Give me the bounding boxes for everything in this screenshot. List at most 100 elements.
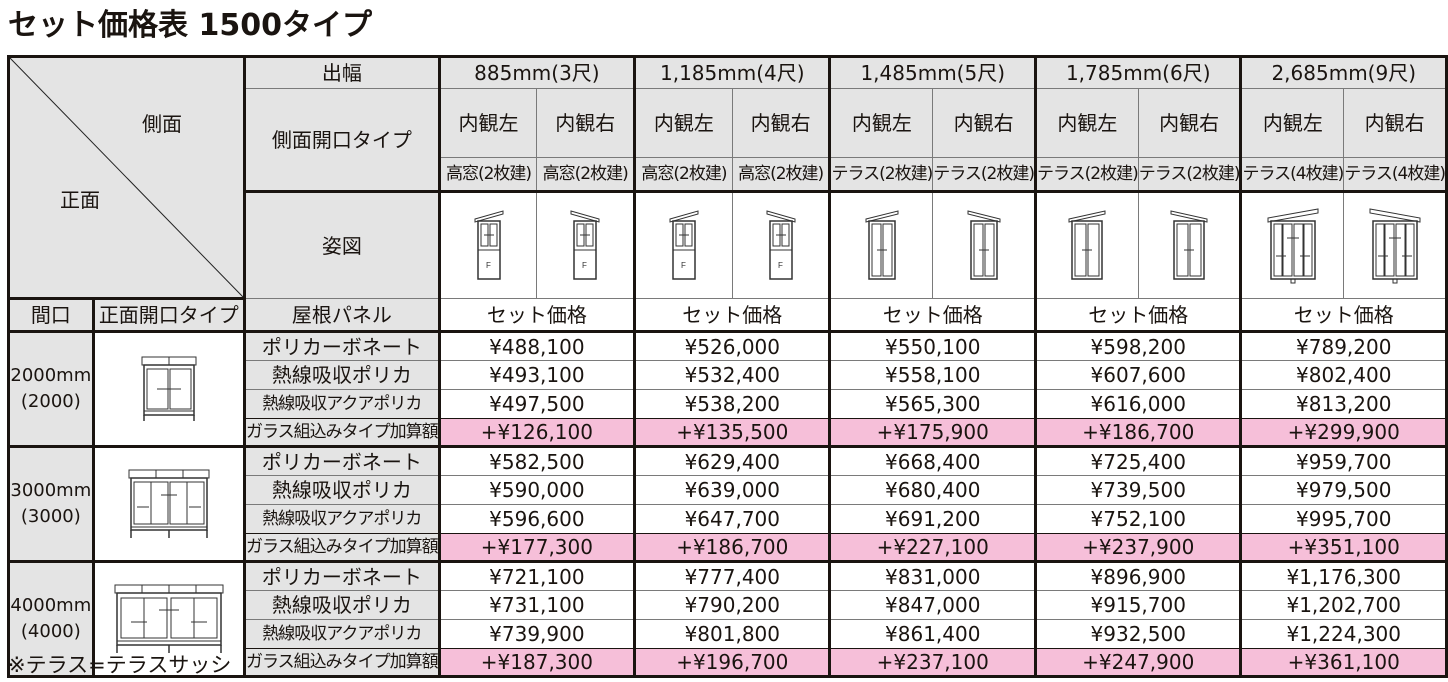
price-cell: ¥813,200 — [1240, 389, 1447, 419]
figure-cell — [1034, 190, 1139, 299]
roof-panel-label: ポリカーボネート — [244, 561, 441, 591]
svg-text:F: F — [681, 261, 686, 270]
depth-label: 出幅 — [244, 56, 441, 89]
svg-text:F: F — [582, 261, 587, 270]
page-title: セット価格表 1500タイプ — [8, 8, 372, 43]
price-cell: ¥801,800 — [634, 619, 832, 649]
depth-885: 885mm(3尺) — [438, 56, 637, 89]
tall-window-right-icon: F — [766, 209, 796, 280]
price-cell: ¥1,202,700 — [1240, 590, 1447, 620]
glass-addon-price: +¥237,100 — [829, 648, 1037, 677]
terrace-4-right-icon — [1369, 207, 1421, 283]
roof-panel-column-header: 屋根パネル — [244, 298, 441, 333]
terrace-2-left-icon — [1068, 209, 1106, 280]
glass-addon-label: ガラス組込みタイプ加算額 — [244, 648, 441, 677]
tall-window-right-icon: F — [570, 209, 600, 280]
front-2-door-icon — [141, 356, 197, 421]
view-label: 内観左 — [634, 88, 733, 158]
terrace-2-right-icon — [1170, 209, 1208, 280]
set-price-header: セット価格 — [829, 298, 1037, 333]
price-cell: ¥582,500 — [438, 446, 637, 476]
price-cell: ¥725,400 — [1034, 446, 1243, 476]
glass-addon-price: +¥175,900 — [829, 418, 1037, 448]
side-type: テラス(2枚建) — [1137, 157, 1243, 192]
price-cell: ¥1,176,300 — [1240, 561, 1447, 591]
view-label: 内観左 — [438, 88, 538, 158]
terrace-2-right-icon — [967, 209, 1001, 280]
price-cell: ¥932,500 — [1034, 619, 1243, 649]
side-type: 高窓(2枚建) — [438, 157, 538, 192]
price-cell: ¥739,900 — [438, 619, 637, 649]
glass-addon-price: +¥227,100 — [829, 533, 1037, 563]
price-cell: ¥497,500 — [438, 389, 637, 419]
side-type: テラス(4枚建) — [1240, 157, 1345, 192]
roof-panel-label: 熱線吸収ポリカ — [244, 475, 441, 505]
roof-panel-label: ポリカーボネート — [244, 446, 441, 476]
glass-addon-price: +¥247,900 — [1034, 648, 1243, 677]
price-cell: ¥979,500 — [1240, 475, 1447, 505]
price-cell: ¥526,000 — [634, 331, 832, 361]
depth-1485: 1,485mm(5尺) — [829, 56, 1037, 89]
front-figure-cell — [92, 446, 247, 563]
width-label: 3000mm — [10, 480, 92, 501]
figure-cell — [1240, 190, 1345, 299]
corner-diagonal-cell: 側面 正面 — [8, 56, 246, 300]
figure-cell — [932, 190, 1037, 299]
front-figure-cell — [92, 561, 247, 677]
price-cell: ¥752,100 — [1034, 504, 1243, 534]
view-label: 内観右 — [932, 88, 1037, 158]
width-cell-3000: 3000mm (3000) — [8, 446, 95, 563]
figure-cell: F — [536, 190, 637, 299]
price-cell: ¥789,200 — [1240, 331, 1447, 361]
view-label: 内観右 — [536, 88, 637, 158]
set-price-header: セット価格 — [438, 298, 637, 333]
price-cell: ¥639,000 — [634, 475, 832, 505]
width-sub: (3000) — [20, 506, 81, 527]
price-cell: ¥731,100 — [438, 590, 637, 620]
width-column-header: 間口 — [8, 298, 95, 333]
terrace-4-left-icon — [1267, 207, 1319, 283]
glass-addon-price: +¥237,900 — [1034, 533, 1243, 563]
price-cell: ¥629,400 — [634, 446, 832, 476]
width-label: 2000mm — [10, 365, 92, 386]
figure-cell — [1343, 190, 1447, 299]
price-cell: ¥995,700 — [1240, 504, 1447, 534]
side-type: テラス(4枚建) — [1343, 157, 1447, 192]
price-cell: ¥493,100 — [438, 360, 637, 390]
view-label: 内観右 — [1343, 88, 1447, 158]
width-label: 4000mm — [10, 595, 92, 616]
price-cell: ¥721,100 — [438, 561, 637, 591]
tall-window-left-icon: F — [669, 209, 699, 280]
figure-cell: F — [731, 190, 832, 299]
roof-panel-label: 熱線吸収アクアポリカ — [244, 504, 441, 534]
price-cell: ¥680,400 — [829, 475, 1037, 505]
price-cell: ¥488,100 — [438, 331, 637, 361]
view-label: 内観左 — [1034, 88, 1139, 158]
price-cell: ¥790,200 — [634, 590, 832, 620]
figure-cell — [829, 190, 934, 299]
roof-panel-label: 熱線吸収アクアポリカ — [244, 619, 441, 649]
price-cell: ¥565,300 — [829, 389, 1037, 419]
price-cell: ¥831,000 — [829, 561, 1037, 591]
side-type-label: 側面開口タイプ — [244, 88, 441, 192]
price-cell: ¥847,000 — [829, 590, 1037, 620]
price-table: 側面 正面 出幅 885mm(3尺) 1,185mm(4尺) 1,485mm(5… — [7, 55, 1448, 678]
side-type: テラス(2枚建) — [829, 157, 934, 192]
diagonal-line — [10, 58, 242, 296]
glass-addon-label: ガラス組込みタイプ加算額 — [244, 418, 441, 448]
corner-side-label: 側面 — [142, 112, 182, 136]
side-type: テラス(2枚建) — [932, 157, 1037, 192]
width-sub: (2000) — [20, 391, 81, 412]
roof-panel-label: ポリカーボネート — [244, 331, 441, 361]
price-cell: ¥896,900 — [1034, 561, 1243, 591]
view-label: 内観右 — [731, 88, 832, 158]
view-label: 内観右 — [1137, 88, 1243, 158]
glass-addon-label: ガラス組込みタイプ加算額 — [244, 533, 441, 563]
price-cell: ¥959,700 — [1240, 446, 1447, 476]
svg-text:F: F — [486, 261, 491, 270]
glass-addon-price: +¥187,300 — [438, 648, 637, 677]
price-cell: ¥777,400 — [634, 561, 832, 591]
glass-addon-price: +¥177,300 — [438, 533, 637, 563]
price-cell: ¥915,700 — [1034, 590, 1243, 620]
front-type-column-header: 正面開口タイプ — [92, 298, 247, 333]
